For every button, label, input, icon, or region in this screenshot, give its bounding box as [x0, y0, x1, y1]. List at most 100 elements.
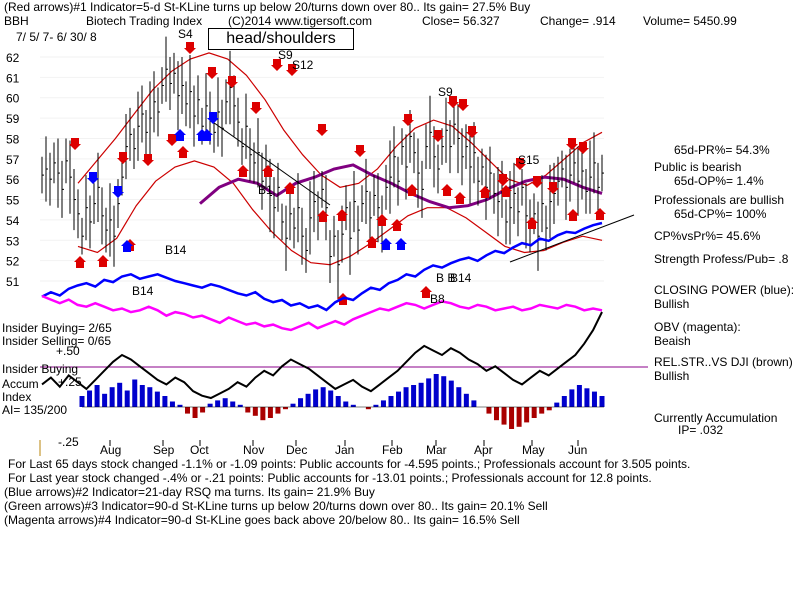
- insider-selling-count: Insider Selling= 0/65: [2, 334, 112, 348]
- closing-power-value: Bullish: [654, 297, 690, 311]
- footer-blue-arrows: (Blue arrows)#2 Indicator=21-day RSQ ma …: [4, 485, 375, 499]
- accum-bar-61: [539, 407, 545, 414]
- strength-profess-pub: Strength Profess/Pub= .8: [654, 252, 789, 266]
- arrow-up-blue-6: [201, 129, 213, 141]
- trend-line-down: [209, 119, 331, 206]
- accum-bar-17: [207, 403, 213, 407]
- arrow-down-red-6: [226, 76, 238, 88]
- accum-bar-15: [192, 407, 198, 418]
- y-tick-52: 52: [6, 255, 20, 269]
- closing-power-line: [41, 221, 603, 312]
- accum-bar-30: [305, 393, 311, 407]
- date-range: 7/ 5/ 7- 6/ 30/ 8: [16, 30, 97, 44]
- footer-last-year: For Last year stock changed -.4% or -.21…: [8, 471, 652, 485]
- accum-bar-46: [426, 378, 432, 407]
- accum-bar-18: [215, 400, 221, 407]
- accum-bar-57: [509, 407, 515, 429]
- volume-value: Volume= 5450.99: [643, 14, 737, 28]
- accum-bar-26: [275, 407, 281, 414]
- accum-bar-23: [252, 407, 258, 416]
- arrow-up-red-27: [237, 165, 249, 177]
- y-tick-60: 60: [6, 92, 20, 106]
- y-tick-54: 54: [6, 214, 20, 228]
- accum-bar-19: [222, 398, 228, 407]
- accum-bar-48: [441, 376, 447, 407]
- accum-bar-16: [200, 407, 206, 413]
- y-tick-57: 57: [6, 153, 20, 167]
- footer-magenta-arrows: (Magenta arrows)#4 Indicator=90-d St-KLi…: [4, 513, 520, 527]
- upper-band-line: [77, 52, 603, 188]
- accum-bar-33: [328, 390, 334, 407]
- accum-bar-35: [343, 401, 349, 407]
- arrow-down-red-7: [250, 102, 262, 114]
- accum-bar-2: [94, 385, 100, 407]
- accum-bar-3: [102, 393, 108, 407]
- signal-s9-first: S9: [278, 48, 293, 62]
- accum-bar-32: [320, 387, 326, 407]
- accum-bar-31: [313, 389, 319, 407]
- month-sep: Sep: [153, 443, 175, 457]
- accum-bar-55: [493, 407, 499, 421]
- y-tick-51: 51: [6, 275, 20, 289]
- accum-bar-11: [162, 396, 168, 407]
- accum-bar-50: [456, 387, 462, 407]
- accum-bar-67: [584, 388, 590, 407]
- arrow-up-red-36: [479, 186, 491, 198]
- arrow-up-red-38: [567, 209, 579, 221]
- arrow-up-red-33: [376, 214, 388, 226]
- signal-b14-second: B14: [132, 284, 154, 298]
- accum-bar-20: [230, 401, 236, 407]
- arrow-down-red-9: [286, 64, 298, 76]
- head-shoulders-label: head/shoulders: [208, 28, 354, 50]
- arrow-down-red-17: [497, 174, 509, 186]
- current-accumulation: Currently Accumulation: [654, 411, 778, 425]
- accum-label: Accum: [2, 377, 39, 391]
- arrow-down-red-8: [271, 59, 283, 71]
- lower-band-line: [77, 160, 603, 266]
- signal-s4: S4: [178, 27, 193, 41]
- arrow-up-red-44: [526, 217, 538, 229]
- cp-vs-pr: CP%vsPr%= 45.6%: [654, 229, 761, 243]
- arrow-down-red-15: [457, 99, 469, 111]
- arrow-down-red-11: [354, 145, 366, 157]
- plus-25-label: +.25: [58, 375, 82, 389]
- arrow-down-red-10: [316, 124, 328, 136]
- accum-bar-45: [418, 382, 424, 407]
- accum-bar-51: [463, 393, 469, 407]
- arrow-up-red-23: [74, 256, 86, 268]
- y-tick-61: 61: [6, 71, 20, 85]
- ip-value: IP= .032: [678, 423, 724, 437]
- accum-bar-54: [486, 407, 492, 414]
- y-tick-58: 58: [6, 132, 20, 146]
- accum-bar-60: [531, 407, 537, 418]
- arrow-up-red-34: [391, 219, 403, 231]
- signal-s12: S12: [292, 58, 314, 72]
- insider-buying-label: Insider Buying: [2, 362, 79, 376]
- accum-bar-1: [87, 390, 93, 407]
- accum-bar-6: [124, 390, 130, 407]
- arrow-up-red-39: [594, 208, 606, 220]
- accum-bar-27: [282, 407, 288, 410]
- month-mar: Mar: [426, 443, 447, 457]
- accum-bar-12: [169, 401, 175, 407]
- arrow-up-red-32: [366, 236, 378, 248]
- obv-line: [41, 294, 603, 332]
- signal-b8: B8: [430, 292, 445, 306]
- arrow-up-blue-3: [121, 240, 133, 252]
- month-apr: Apr: [474, 443, 493, 457]
- arrow-down-red-19: [531, 176, 543, 188]
- arrow-up-red-28: [262, 165, 274, 177]
- arrow-down-red-12: [402, 114, 414, 126]
- accum-bar-59: [524, 407, 530, 423]
- arrow-down-red-2: [142, 154, 154, 166]
- accum-bar-0: [79, 396, 85, 407]
- arrow-down-red-18: [514, 158, 526, 170]
- arrow-down-red-5: [206, 67, 218, 79]
- arrow-down-red-13: [432, 130, 444, 142]
- indicator-panels: [40, 221, 648, 429]
- rel-str-label: REL.STR..VS DJI (brown): [654, 355, 793, 369]
- y-tick-55: 55: [6, 194, 20, 208]
- month-aug: Aug: [100, 443, 121, 457]
- month-oct: Oct: [190, 443, 209, 457]
- accum-bar-25: [267, 407, 273, 418]
